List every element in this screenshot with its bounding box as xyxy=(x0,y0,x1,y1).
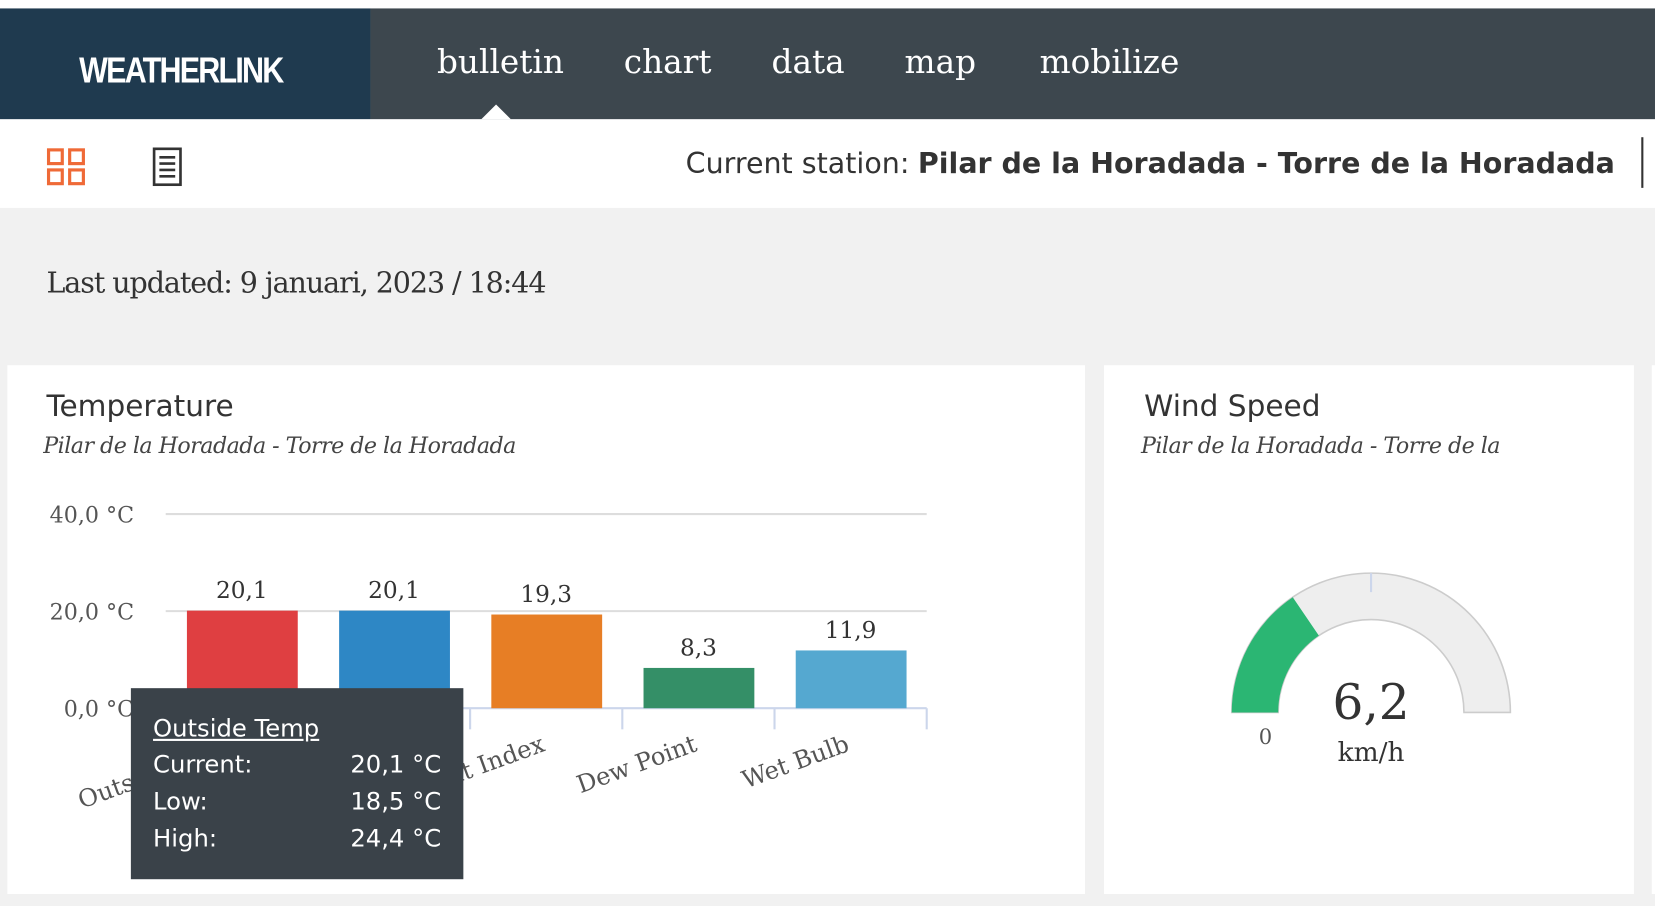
nav-item[interactable]: chart xyxy=(623,43,712,82)
card-subtitle: Pilar de la Horadada - Torre de la xyxy=(1140,432,1501,459)
data-label: 8,3 xyxy=(680,634,717,661)
tooltip-value: 18,5 °C xyxy=(350,788,442,816)
tooltip: Outside Temp Current: 20,1 °C Low: 18,5 °C… xyxy=(130,688,464,880)
nav-item[interactable]: map xyxy=(904,43,977,82)
current-station: Current station: Pilar de la Horadada - T… xyxy=(686,148,1615,181)
tooltip-value: 24,4 °C xyxy=(350,825,442,853)
gauge-value-label: 6,2 xyxy=(1332,675,1409,731)
card-subtitle: Pilar de la Horadada - Torre de la Horad… xyxy=(43,432,516,459)
active-caret xyxy=(481,104,511,120)
nav-item[interactable]: data xyxy=(771,43,845,82)
grid-view-icon[interactable] xyxy=(46,148,85,186)
data-label: 19,3 xyxy=(520,581,572,608)
nav-item[interactable]: bulletin xyxy=(436,43,564,82)
tooltip-value: 20,1 °C xyxy=(350,751,442,779)
gauge-value xyxy=(1231,597,1319,713)
card-title: Temperature xyxy=(46,388,234,424)
toolbar xyxy=(0,119,1655,208)
next-card xyxy=(1651,365,1655,894)
tooltip-title: Outside Temp xyxy=(153,715,320,744)
data-label: 20,1 xyxy=(216,577,268,604)
tooltip-key: High: xyxy=(153,825,218,853)
wind-card: Wind Speed Pilar de la Horadada - Torre … xyxy=(1104,365,1634,894)
y-tick-label: 20,0 °C xyxy=(50,600,134,626)
x-tick-label: Dew Point xyxy=(573,729,701,799)
tooltip-row: Low: 18,5 °C xyxy=(153,788,441,820)
list-view-icon[interactable] xyxy=(152,147,183,187)
tooltip-row: High: 24,4 °C xyxy=(153,825,441,857)
x-tick-label: Wet Bulb xyxy=(738,729,853,794)
wind-gauge: 0 6,2 km/h xyxy=(1230,572,1512,768)
separator xyxy=(1641,137,1644,188)
tooltip-key: Low: xyxy=(153,788,208,816)
station-name: Pilar de la Horadada - Torre de la Horad… xyxy=(917,147,1615,181)
y-tick-label: 40,0 °C xyxy=(50,502,134,528)
card-title: Wind Speed xyxy=(1144,388,1321,424)
gauge-min: 0 xyxy=(1259,724,1272,749)
gauge-unit: km/h xyxy=(1338,738,1405,768)
y-tick-label: 0,0 °C xyxy=(64,697,134,723)
tooltip-row: Current: 20,1 °C xyxy=(153,752,441,784)
logo[interactable]: WEATHERLINK xyxy=(79,50,284,91)
tooltip-key: Current: xyxy=(153,751,253,779)
last-updated: Last updated: 9 januari, 2023 / 18:44 xyxy=(46,267,546,300)
bar xyxy=(643,667,755,709)
nav-bar: bulletin chart data map mobilize xyxy=(370,8,1655,120)
nav-item[interactable]: mobilize xyxy=(1039,43,1180,82)
station-label: Current station: xyxy=(685,147,910,181)
data-label: 11,9 xyxy=(825,617,877,644)
bar xyxy=(795,650,907,709)
data-label: 20,1 xyxy=(368,577,420,604)
bar xyxy=(491,614,603,709)
logo-box: WEATHERLINK xyxy=(0,8,371,120)
